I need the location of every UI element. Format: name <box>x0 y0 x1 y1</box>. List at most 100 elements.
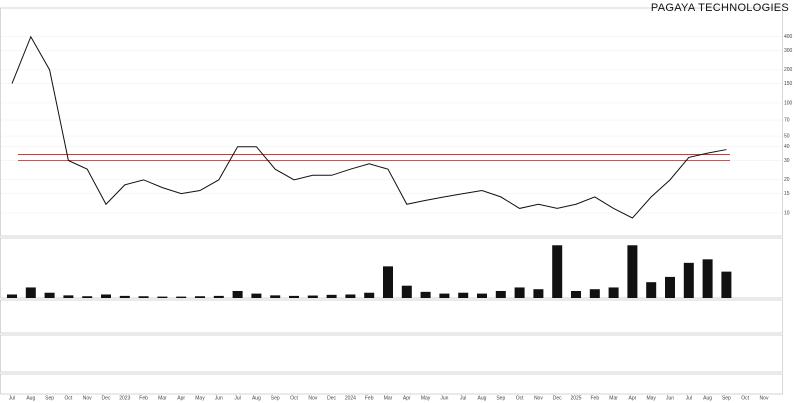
volume-bar <box>7 294 17 298</box>
volume-bar <box>195 296 205 298</box>
macd-panel <box>0 334 783 373</box>
x-tick-label: Apr <box>177 395 185 401</box>
x-tick-label: Nov <box>534 395 543 401</box>
y-tick-label: 200 <box>784 67 793 73</box>
x-tick-label: Mar <box>609 395 618 401</box>
x-tick-label: Nov <box>760 395 769 401</box>
x-tick-label: Sep <box>45 395 54 401</box>
volume-bar <box>25 287 36 298</box>
volume-bar <box>627 245 638 298</box>
x-tick-label: Oct <box>65 395 73 401</box>
volume-bar <box>345 294 356 298</box>
x-tick-label: May <box>421 395 431 401</box>
volume-bar <box>702 259 713 298</box>
oscillator-panel <box>0 299 783 334</box>
volume-bar <box>589 289 600 298</box>
volume-bar <box>44 292 55 298</box>
x-tick-label: Oct <box>741 395 749 401</box>
x-tick-label: Apr <box>403 395 411 401</box>
x-tick-label: Jul <box>9 395 15 401</box>
volume-bar <box>683 262 694 298</box>
y-tick-label: 150 <box>784 81 793 87</box>
x-tick-label: Oct <box>516 395 524 401</box>
x-tick-label: Aug <box>703 395 712 401</box>
y-tick-label: 300 <box>784 48 793 54</box>
y-tick-label: 15 <box>784 191 790 197</box>
x-tick-label: Feb <box>139 395 148 401</box>
x-tick-label: Sep <box>496 395 505 401</box>
chart-title: PAGAYA TECHNOLOGIES <box>651 2 789 14</box>
volume-bar <box>477 293 487 298</box>
x-tick-label: Feb <box>590 395 599 401</box>
x-tick-label: Jun <box>440 395 448 401</box>
volume-bar <box>101 294 111 298</box>
volume-bar <box>289 295 299 298</box>
volume-bar <box>495 290 506 298</box>
x-tick-label: Sep <box>271 395 280 401</box>
volume-bar <box>232 290 243 298</box>
indicator-panel <box>0 373 783 395</box>
y-tick-label: 40 <box>784 144 790 150</box>
volume-bar <box>63 295 74 298</box>
x-tick-label: Dec <box>102 395 111 401</box>
volume-bar <box>176 296 187 298</box>
x-tick-label: Jun <box>666 395 674 401</box>
volume-bar <box>138 296 149 298</box>
x-tick-label: Aug <box>252 395 261 401</box>
volume-bar <box>665 276 675 298</box>
volume-bar <box>364 292 375 298</box>
x-tick-label: Jul <box>686 395 692 401</box>
y-tick-label: 70 <box>784 117 790 123</box>
x-tick-label: Dec <box>553 395 562 401</box>
volume-bar <box>420 291 431 298</box>
x-tick-label: Apr <box>629 395 637 401</box>
x-tick-label: Aug <box>478 395 487 401</box>
x-tick-label: 2025 <box>570 395 581 401</box>
x-tick-label: 2023 <box>119 395 130 401</box>
x-tick-label: Jul <box>234 395 240 401</box>
volume-bar <box>307 295 318 298</box>
y-tick-label: 10 <box>784 210 790 216</box>
x-tick-label: Feb <box>365 395 374 401</box>
y-tick-label: 50 <box>784 133 790 139</box>
x-tick-label: Oct <box>290 395 298 401</box>
x-tick-label: May <box>646 395 656 401</box>
x-tick-label: Jun <box>215 395 223 401</box>
x-tick-label: Aug <box>26 395 35 401</box>
volume-bar <box>213 295 224 298</box>
volume-bar <box>326 294 337 298</box>
volume-bar <box>533 289 544 298</box>
volume-bar <box>119 295 130 298</box>
volume-bar <box>514 287 525 298</box>
y-tick-label: 30 <box>784 158 790 164</box>
y-tick-label: 20 <box>784 177 790 183</box>
x-tick-label: Dec <box>327 395 336 401</box>
x-tick-label: Nov <box>83 395 92 401</box>
volume-bar <box>251 293 262 298</box>
x-tick-label: Mar <box>384 395 393 401</box>
volume-bar <box>608 287 619 298</box>
volume-bar <box>646 282 657 298</box>
x-tick-label: Nov <box>308 395 317 401</box>
volume-bar <box>458 292 469 298</box>
y-tick-label: 100 <box>784 100 793 106</box>
volume-bar <box>552 245 563 298</box>
volume-bar <box>571 290 581 298</box>
x-tick-label: Jul <box>460 395 466 401</box>
volume-bar <box>383 266 393 298</box>
x-tick-label: 2024 <box>345 395 356 401</box>
volume-bar <box>157 296 168 298</box>
y-tick-label: 400 <box>784 34 793 40</box>
price-line <box>11 35 727 219</box>
volume-bar <box>401 285 412 298</box>
x-tick-label: Mar <box>158 395 167 401</box>
volume-bar <box>270 295 281 298</box>
x-tick-label: Sep <box>722 395 731 401</box>
price-panel <box>0 7 783 237</box>
volume-bar <box>439 293 450 298</box>
x-tick-label: May <box>195 395 205 401</box>
volume-bar <box>82 296 93 298</box>
volume-bar <box>721 271 732 298</box>
